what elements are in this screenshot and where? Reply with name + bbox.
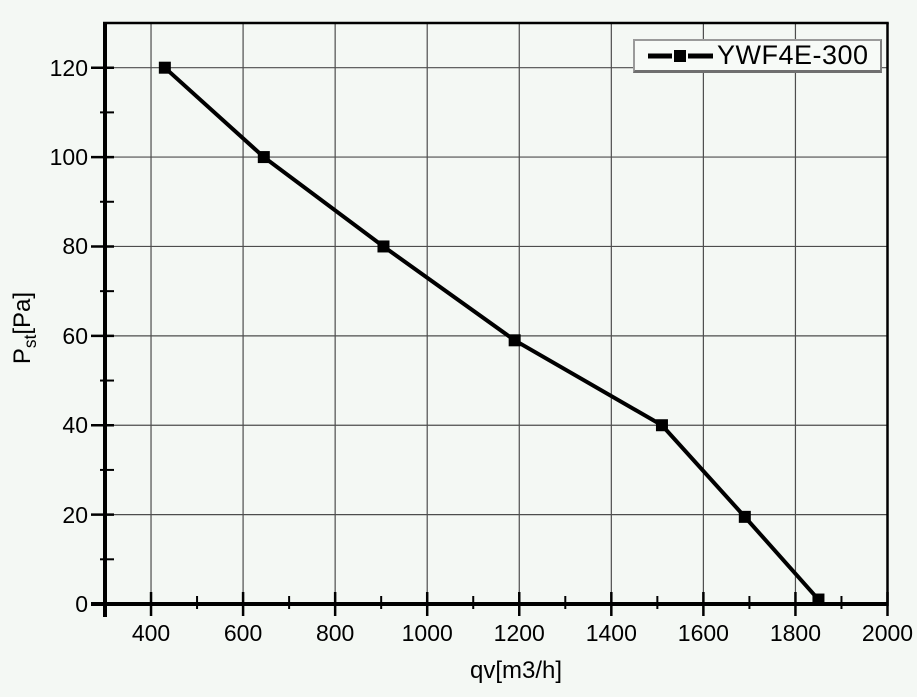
y-tick-label: 100 <box>49 144 88 171</box>
x-tick-label: 1800 <box>769 620 822 646</box>
y-axis-title-symbol: P <box>9 348 37 365</box>
data-point-marker <box>508 334 521 347</box>
x-tick-label: 1000 <box>401 620 453 646</box>
x-tick-label: 1400 <box>585 620 637 646</box>
y-tick-label: 20 <box>62 501 88 528</box>
y-tick-label: 120 <box>49 54 88 81</box>
legend-line-square-icon <box>648 49 713 62</box>
y-tick-label: 40 <box>62 412 88 439</box>
x-axis-title: qv[m3/h] <box>469 657 563 684</box>
data-point-marker <box>738 510 751 523</box>
legend-box: YWF4E-300 <box>633 39 882 73</box>
data-point-marker <box>377 240 390 253</box>
y-tick-label: 60 <box>62 322 88 349</box>
data-point-marker <box>655 419 668 432</box>
data-point-marker <box>812 593 825 606</box>
x-tick-label: 400 <box>131 620 171 646</box>
y-axis-title-subscript: st <box>19 334 40 349</box>
y-axis-title-unit: [Pa] <box>9 291 37 335</box>
series-line <box>163 66 820 601</box>
legend-series-label: YWF4E-300 <box>717 40 869 70</box>
data-point-marker <box>158 61 171 74</box>
x-tick-label: 800 <box>315 620 355 646</box>
y-tick-label: 0 <box>75 591 88 617</box>
x-tick-label: 1200 <box>493 620 545 646</box>
data-point-marker <box>257 151 270 164</box>
x-tick-label: 600 <box>223 620 263 646</box>
y-tick-label: 80 <box>62 233 88 260</box>
x-tick-label: 2000 <box>861 620 914 646</box>
x-tick-label: 1600 <box>677 620 729 646</box>
y-axis-title: Pst[Pa] <box>9 292 41 364</box>
